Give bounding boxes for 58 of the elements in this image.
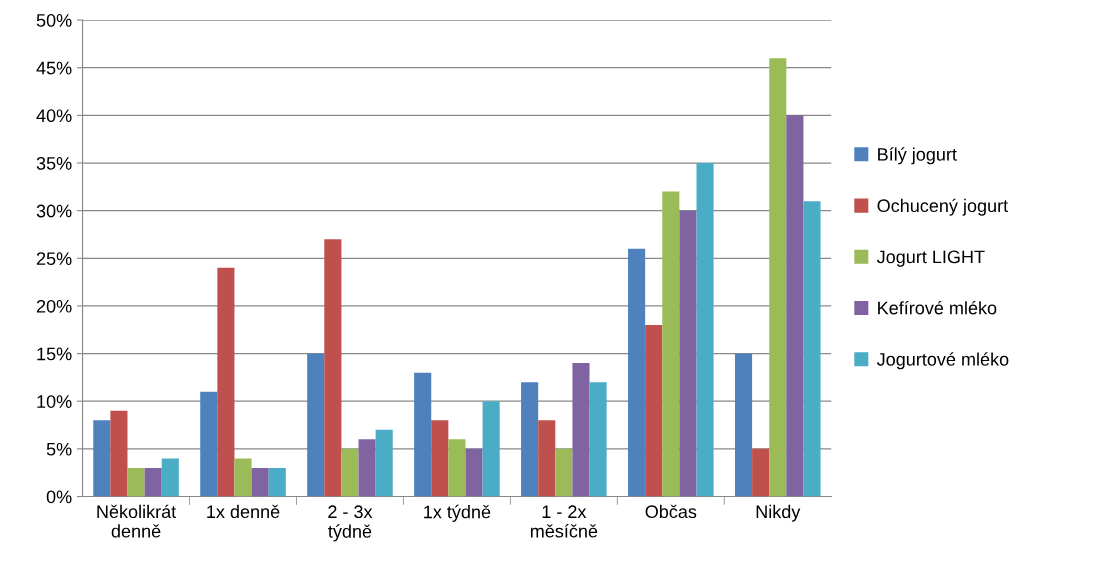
bar (144, 467, 162, 497)
bar (465, 448, 483, 497)
y-tick-label: 35% (36, 156, 72, 170)
bar (93, 420, 111, 497)
bar (375, 429, 393, 497)
bar (110, 410, 128, 497)
y-tick-label: 15% (37, 347, 72, 361)
bar (555, 448, 573, 497)
bar (521, 382, 539, 497)
bar (538, 420, 556, 497)
bar (769, 58, 787, 497)
bar (662, 191, 680, 497)
bar (752, 448, 770, 497)
bar (268, 467, 286, 497)
x-tick-label: Nikdy (756, 504, 801, 522)
y-tick-label: 10% (37, 395, 72, 408)
bar (572, 363, 590, 497)
bar (628, 248, 646, 497)
bar (679, 210, 697, 497)
legend-label: Bílý jogurt (878, 147, 957, 165)
bar (161, 458, 179, 497)
bar (324, 239, 342, 497)
x-tick-label: Občas (645, 504, 697, 519)
x-tick-label: 1x týdně (424, 504, 491, 522)
y-tick-label: 5% (46, 442, 72, 456)
x-tick-label: 1x denně (207, 504, 280, 519)
x-tick-label: 2 - 3x týdně (328, 505, 373, 542)
bar (645, 325, 663, 497)
bar (803, 201, 821, 497)
x-tick-label: 1 - 2x měsíčně (530, 505, 598, 538)
bar (786, 115, 804, 497)
legend-label: Jogurtové mléko (876, 352, 1009, 370)
legend-label: Ochucený jogurt (877, 198, 1008, 216)
bar (341, 448, 359, 497)
bar (696, 163, 714, 497)
bar (217, 267, 235, 497)
y-tick-label: 25% (36, 252, 72, 266)
legend-label: Jogurt LIGHT (876, 250, 985, 267)
y-tick-label: 20% (36, 299, 72, 313)
y-tick-label: 45% (36, 61, 72, 75)
bar (735, 353, 753, 497)
bar (200, 391, 218, 497)
bar (358, 439, 376, 497)
y-tick-label: 30% (36, 204, 72, 218)
y-tick-label: 40% (36, 109, 72, 123)
y-tick-label: 50% (36, 14, 72, 27)
legend-label: Kefírové mléko (878, 300, 997, 315)
x-tick-label: Několikrát denně (97, 504, 177, 538)
bar (307, 353, 325, 497)
bar (589, 382, 607, 497)
y-tick-label: 0% (46, 490, 72, 504)
bar (234, 458, 252, 497)
bar (414, 372, 432, 497)
bar (127, 467, 145, 497)
bar (448, 439, 466, 497)
bar (251, 467, 269, 497)
bar (482, 401, 500, 497)
bar (431, 420, 449, 497)
